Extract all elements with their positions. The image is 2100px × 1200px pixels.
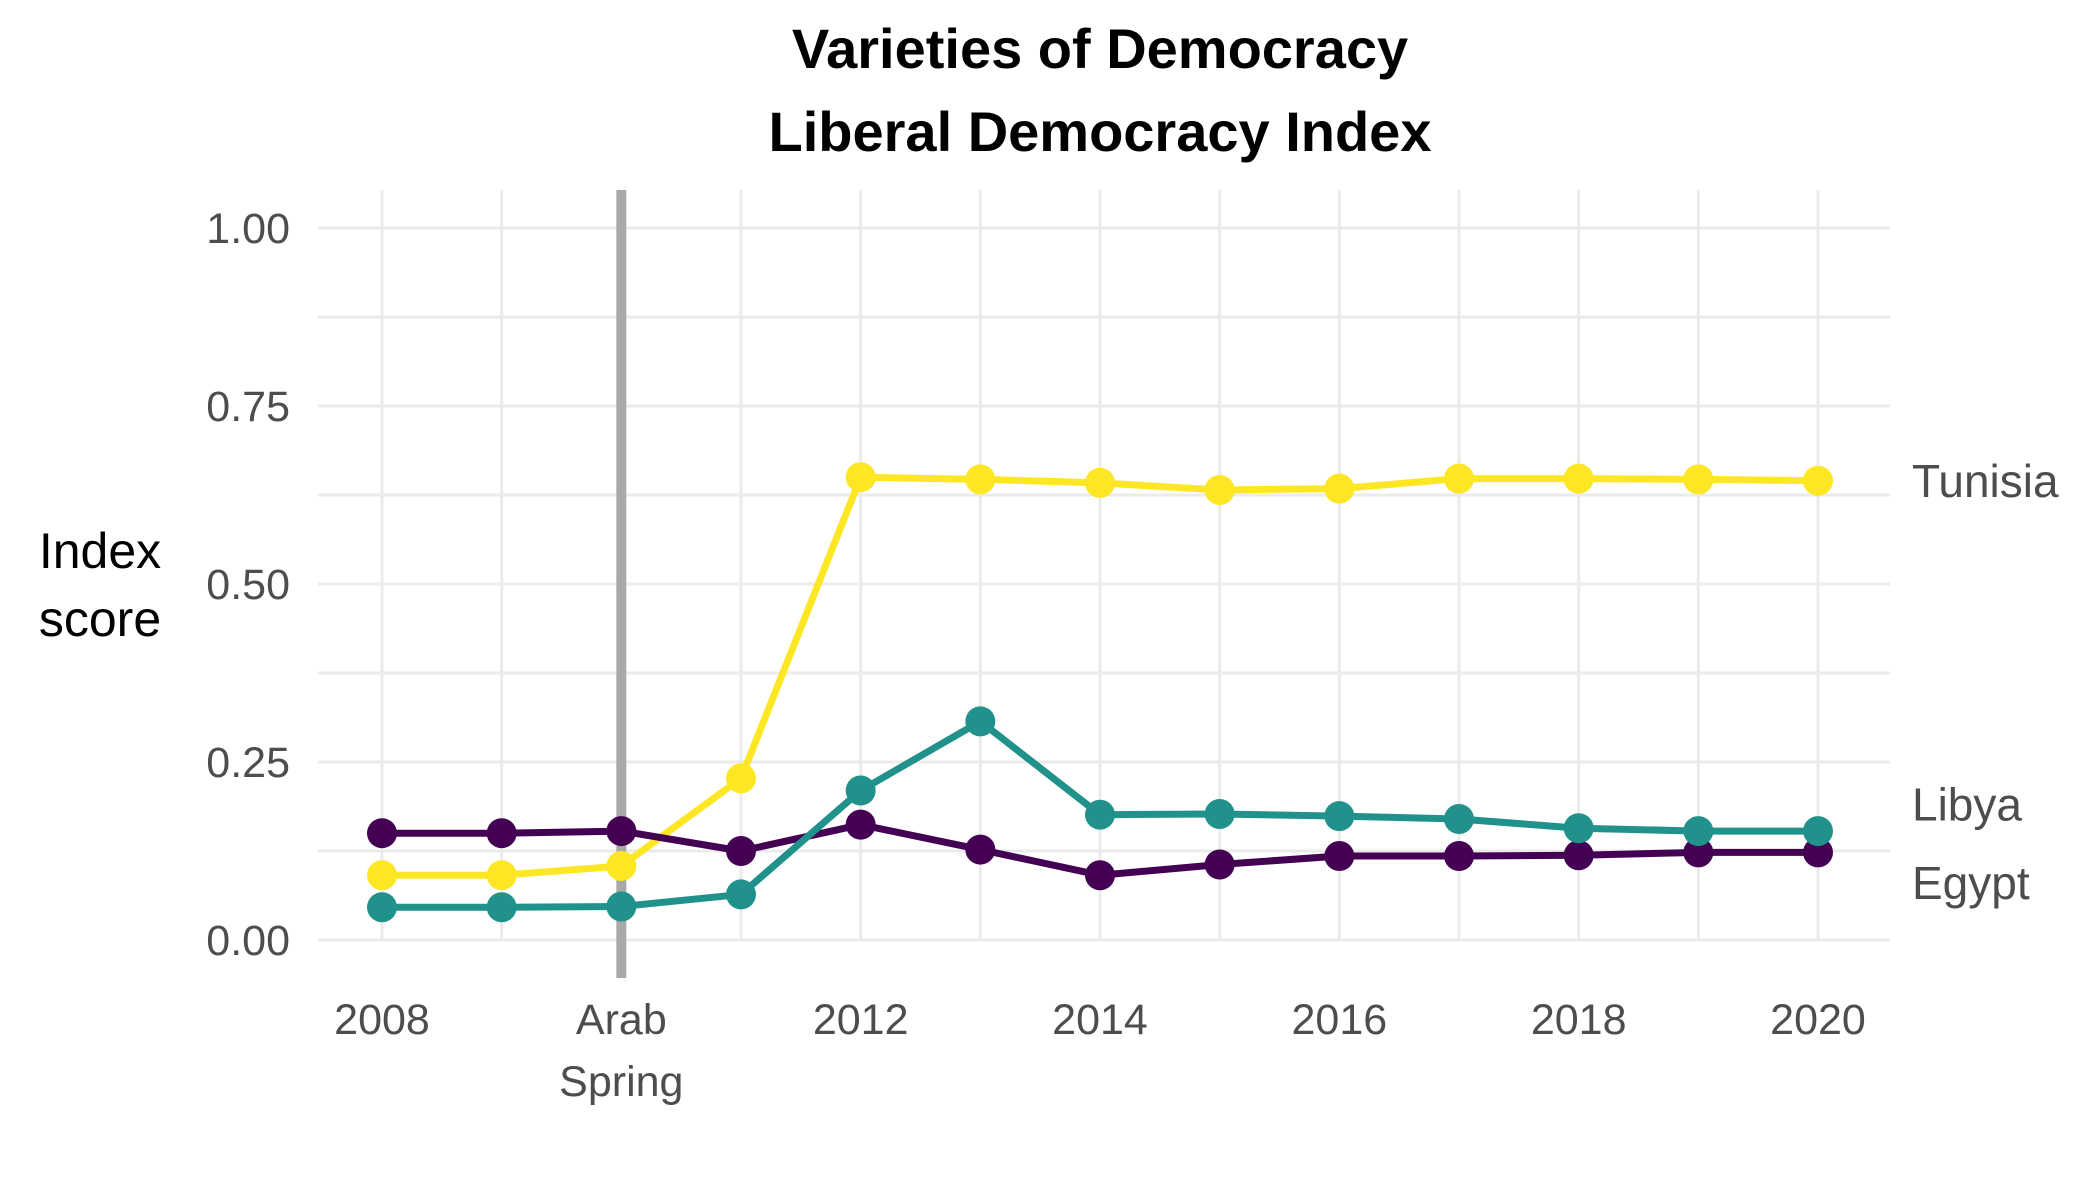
data-point [1683,816,1714,847]
y-tick-label: 0.00 [206,917,290,965]
data-point [1444,803,1474,834]
data-point [1803,465,1833,496]
data-point [726,879,756,910]
data-point [726,836,756,866]
y-axis-label-line: Index [39,523,161,579]
series-label-tunisia: Tunisia [1912,455,2059,507]
data-point [367,860,397,891]
data-point [1444,840,1474,871]
x-tick-label: 2014 [1052,996,1148,1044]
y-tick-label: 0.50 [206,561,290,609]
data-point [1803,837,1833,868]
chart-title-line: Liberal Democracy Index [769,100,1432,163]
data-point [1324,801,1355,832]
x-tick-label: 2008 [334,996,430,1044]
data-point [726,763,756,794]
y-tick-label: 1.00 [206,205,290,253]
chart-title: Varieties of Democracy Liberal Democracy … [769,17,1432,163]
data-point [367,818,397,849]
data-point [606,816,637,847]
series-egypt [367,809,1833,891]
x-tick-label: 2016 [1291,996,1387,1044]
data-point [486,892,517,923]
x-tick-label: 2018 [1531,996,1627,1044]
x-tick-label: 2012 [813,996,909,1044]
data-point [1204,798,1235,829]
data-point [1324,840,1355,871]
data-point [845,809,876,840]
chart-title-line: Varieties of Democracy [792,17,1408,80]
series-group [367,462,1833,923]
data-point [1324,473,1355,504]
x-tick-label: 2020 [1770,996,1866,1044]
data-point [845,462,876,493]
data-point [1683,837,1714,868]
data-point [606,850,637,881]
data-point [965,834,996,865]
data-point [1563,813,1594,844]
x-tick-label: Arab [576,996,667,1044]
y-tick-label: 0.25 [206,739,290,787]
data-point [965,706,996,737]
y-axis-ticks: 0.00 0.25 0.50 0.75 1.00 [206,205,290,965]
data-point [1085,467,1115,498]
series-label-libya: Libya [1912,779,2022,831]
data-point [965,464,996,495]
series-libya [367,706,1833,923]
data-point [1803,816,1833,847]
data-point [367,892,397,923]
series-tunisia [367,462,1833,891]
y-axis-label: Index score [39,523,161,647]
data-point [1444,463,1474,494]
data-point [1085,799,1115,830]
data-point [1204,849,1235,880]
series-labels: Egypt Libya Tunisia [1912,455,2059,909]
data-point [1085,860,1115,891]
data-point [1563,463,1594,494]
data-point [486,860,517,891]
data-point [606,891,637,922]
data-point [1563,840,1594,871]
x-axis-ticks: 2008 Arab Spring 2012 2014 2016 2018 2020 [334,996,1866,1106]
data-point [845,775,876,806]
data-point [486,818,517,849]
y-tick-label: 0.75 [206,383,290,431]
data-point [1204,475,1235,506]
series-label-egypt: Egypt [1912,857,2030,909]
x-tick-label: Spring [559,1058,683,1106]
y-axis-label-line: score [39,591,161,647]
data-point [1683,464,1714,495]
